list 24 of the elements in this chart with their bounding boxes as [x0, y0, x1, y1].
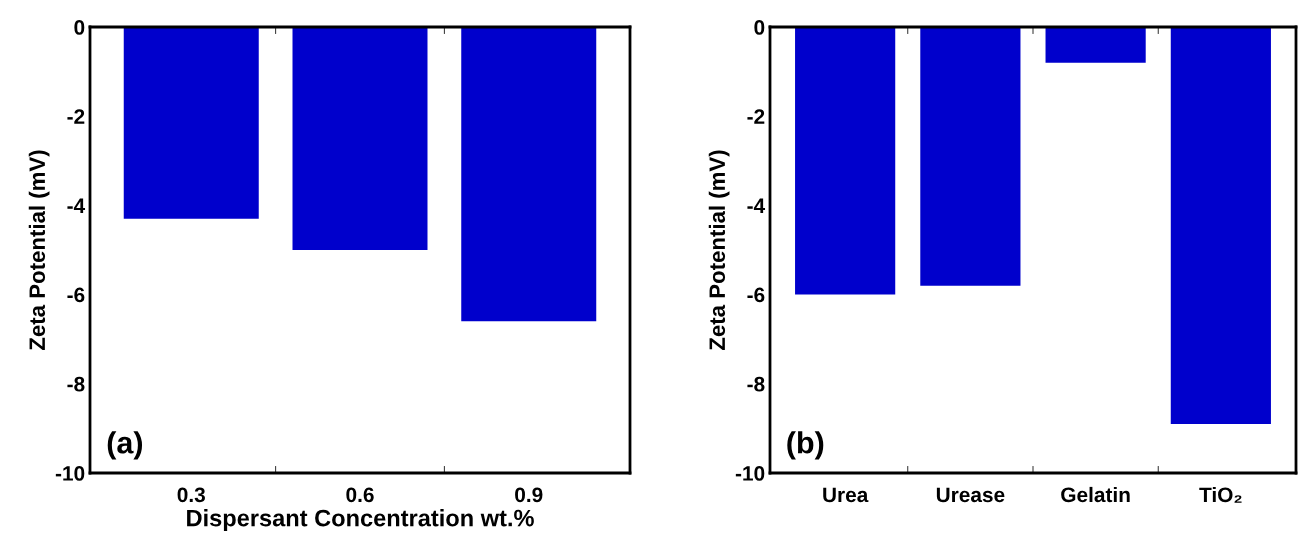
y-tick-label: -6	[747, 287, 765, 303]
y-tick-label: -8	[747, 376, 765, 392]
y-axis-title: Zeta Potential (mV)	[28, 150, 50, 350]
y-tick-label: 0	[74, 20, 85, 35]
y-tick-label: -4	[747, 198, 766, 213]
x-tick-label: TiO₂	[1199, 486, 1242, 503]
x-axis-title: Dispersant Concentration wt.%	[187, 509, 534, 532]
y-tick-label: -4	[67, 198, 86, 213]
annotation: (b)	[787, 431, 824, 460]
y-tick-label: 0	[754, 20, 765, 35]
y-tick-label: -2	[747, 109, 765, 124]
x-tick-label: 0.9	[515, 487, 543, 503]
x-tick-label: Urea	[823, 487, 869, 503]
x-tick-label: 0.6	[346, 487, 374, 503]
y-tick-label: -10	[55, 466, 85, 481]
y-tick-label: -2	[67, 109, 85, 124]
y-tick-label: -10	[735, 466, 765, 481]
x-tick-label: Gelatin	[1061, 486, 1130, 503]
x-tick-label: Urease	[936, 487, 1005, 503]
y-tick-label: -6	[67, 287, 85, 303]
y-tick-label: -8	[67, 376, 85, 392]
y-axis-title: Zeta Potential (mV)	[708, 150, 730, 350]
annotation: (a)	[107, 431, 143, 460]
x-tick-label: 0.3	[177, 487, 205, 503]
